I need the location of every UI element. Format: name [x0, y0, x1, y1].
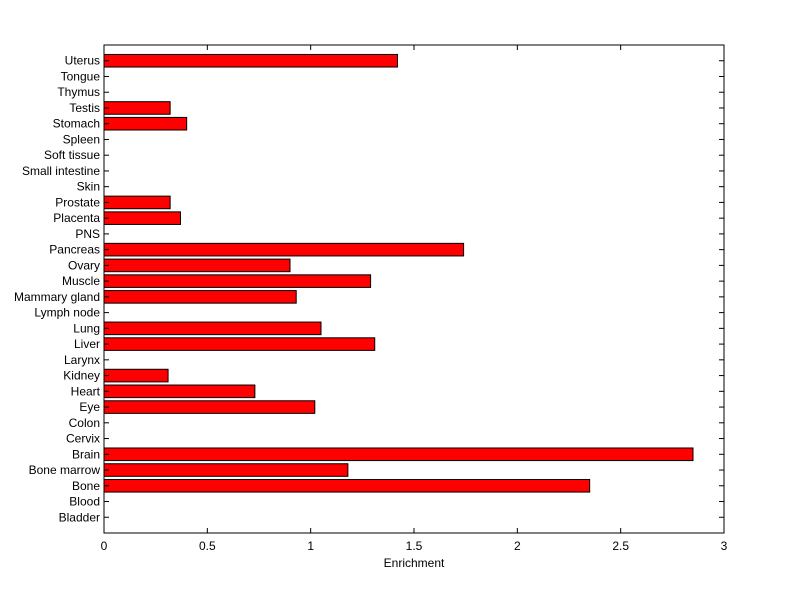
y-tick-label: Uterus: [65, 54, 100, 68]
y-tick-label: Skin: [77, 180, 100, 194]
y-tick-label: Bone: [72, 479, 100, 493]
bar-eye: [103, 400, 316, 414]
y-tick-label: Cervix: [66, 432, 100, 446]
y-tick-label: Stomach: [53, 117, 100, 131]
y-tick-label: Spleen: [63, 132, 100, 146]
y-tick-label: Eye: [79, 400, 100, 414]
y-tick-label: Pancreas: [49, 243, 100, 257]
y-tick-label: Muscle: [62, 274, 100, 288]
bar-lung: [103, 321, 322, 336]
y-tick-label: Prostate: [55, 195, 100, 209]
y-tick-label: Mammary gland: [14, 290, 100, 304]
y-tick-label: Brain: [72, 447, 100, 461]
x-axis-ticks: 0 0.5 1 1.5 2 2.5 3: [101, 45, 728, 553]
bar-ovary: [103, 258, 291, 273]
x-tick-label: 0: [101, 539, 108, 553]
bar-mammary-gland: [103, 290, 297, 304]
y-tick-label: Larynx: [64, 353, 100, 367]
y-tick-label: Colon: [69, 416, 100, 430]
bar-brain: [103, 447, 694, 462]
x-tick-label: 1.5: [406, 539, 423, 553]
bar-kidney: [103, 368, 169, 383]
bar-pancreas: [103, 242, 465, 257]
bar-muscle: [103, 274, 372, 288]
x-tick-label: 0.5: [199, 539, 216, 553]
x-tick-label: 1: [307, 539, 314, 553]
plot-frame: [103, 44, 725, 534]
y-tick-label: Thymus: [57, 85, 100, 99]
bar-stomach: [103, 116, 188, 131]
y-tick-label: Bladder: [59, 510, 100, 524]
y-tick-label: Placenta: [53, 211, 100, 225]
bar-bone: [103, 478, 591, 493]
y-tick-label: Soft tissue: [44, 148, 100, 162]
bar-uterus: [103, 53, 398, 68]
bar-placenta: [103, 211, 181, 225]
x-tick-label: 3: [721, 539, 728, 553]
y-tick-label: Heart: [71, 384, 101, 398]
y-tick-label: PNS: [75, 227, 100, 241]
x-tick-label: 2: [514, 539, 521, 553]
y-tick-label: Ovary: [68, 258, 100, 272]
y-tick-label: Blood: [69, 495, 100, 509]
x-axis-label: Enrichment: [384, 556, 445, 570]
bar-bone-marrow: [103, 463, 349, 477]
bar-prostate: [103, 195, 171, 210]
bar-heart: [103, 384, 256, 399]
y-tick-label: Small intestine: [22, 164, 100, 178]
bar-testis: [103, 101, 171, 115]
y-tick-label: Lymph node: [34, 306, 100, 320]
y-tick-label: Kidney: [63, 369, 100, 383]
y-tick-label: Testis: [69, 101, 100, 115]
y-tick-label: Liver: [74, 337, 100, 351]
x-tick-label: 2.5: [612, 539, 629, 553]
bar-liver: [103, 337, 376, 351]
y-tick-label: Tongue: [61, 69, 101, 83]
y-tick-label: Bone marrow: [29, 463, 101, 477]
y-tick-label: Lung: [73, 321, 100, 335]
